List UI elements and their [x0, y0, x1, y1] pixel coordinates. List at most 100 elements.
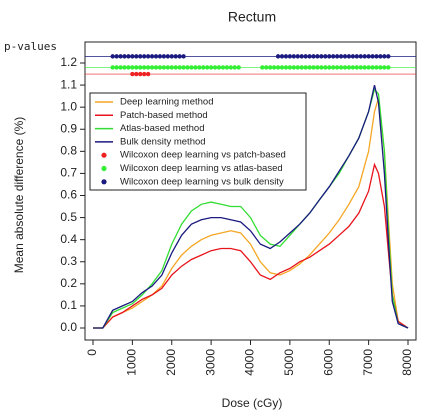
p-value-point [110, 54, 115, 59]
p-value-point [181, 54, 186, 59]
p-value-point [346, 54, 352, 59]
legend-marker [101, 179, 107, 185]
legend-label: Wilcoxon deep learning vs bulk density [120, 176, 284, 187]
p-value-point [346, 65, 352, 70]
p-value-point [311, 65, 316, 70]
p-value-point [327, 65, 332, 70]
legend-marker [101, 152, 107, 158]
p-value-point [145, 54, 151, 59]
p-value-point [362, 54, 367, 59]
p-value-point [141, 54, 147, 59]
p-value-point [295, 54, 300, 59]
y-tick-label: 0.8 [60, 144, 77, 158]
legend-box [89, 92, 307, 191]
p-value-point [338, 65, 344, 70]
y-tick-label: 1.1 [60, 77, 77, 91]
p-value-point [330, 65, 336, 70]
p-value-point [130, 54, 135, 59]
p-value-point [330, 54, 336, 59]
p-value-point [303, 65, 308, 70]
p-value-point [236, 65, 241, 70]
p-value-point [149, 65, 155, 70]
p-value-point [307, 65, 312, 70]
plot-frame [84, 41, 417, 341]
p-value-point [181, 65, 186, 70]
p-value-point [177, 65, 182, 70]
y-tick-label: 0.6 [60, 188, 77, 202]
p-value-point [118, 54, 123, 59]
p-value-point [122, 54, 127, 59]
p-value-point [323, 65, 328, 70]
p-value-point [224, 65, 230, 70]
p-value-point [114, 54, 119, 59]
p-value-point [232, 65, 237, 70]
p-value-point [279, 65, 285, 70]
p-value-point [334, 54, 340, 59]
p-value-point [311, 54, 316, 59]
p-value-point [126, 54, 131, 59]
p-value-point [126, 65, 131, 70]
p-value-point [122, 65, 127, 70]
p-value-point [283, 65, 289, 70]
p-value-point [370, 65, 375, 70]
p-value-point [157, 65, 163, 70]
p-value-point [130, 65, 135, 70]
x-tick-label: 1000 [125, 349, 139, 376]
p-value-point [374, 65, 379, 70]
p-value-point [378, 54, 383, 59]
p-value-point [161, 54, 167, 59]
p-value-point [291, 65, 297, 70]
p-value-point [287, 65, 293, 70]
x-tick-label: 6000 [321, 349, 335, 376]
p-value-point [204, 65, 210, 70]
p-value-point [319, 65, 324, 70]
p-value-point [149, 54, 155, 59]
x-tick-label: 7000 [361, 349, 375, 376]
p-value-point [130, 71, 135, 77]
p-value-point [334, 65, 340, 70]
chart-title: Rectum [228, 9, 276, 25]
p-value-point [275, 65, 281, 70]
y-tick-label: 0.3 [60, 254, 77, 268]
legend-label: Wilcoxon deep learning vs patch-based [120, 150, 286, 161]
p-value-point [386, 65, 391, 70]
p-value-point [153, 54, 159, 59]
data-line [93, 84, 409, 329]
p-value-point [169, 65, 174, 70]
p-value-point [378, 65, 383, 70]
p-value-point [366, 54, 371, 59]
y-tick-label: 0.4 [60, 232, 77, 246]
p-value-point [275, 54, 281, 59]
p-value-point [157, 54, 163, 59]
p-value-point [342, 65, 348, 70]
p-value-point [366, 65, 371, 70]
x-axis-label: Dose (cGy) [222, 396, 283, 410]
p-value-point [138, 65, 143, 70]
p-value-point [114, 65, 119, 70]
p-value-point [134, 54, 139, 59]
p-value-point [382, 54, 387, 59]
p-value-point [358, 65, 363, 70]
y-axis-label: Mean absolute difference (%) [12, 117, 26, 274]
p-value-point [338, 54, 344, 59]
p-value-point [228, 65, 234, 70]
p-value-point [354, 65, 360, 70]
x-tick-label: 4000 [243, 349, 257, 376]
y-tick-label: 0.0 [60, 320, 77, 334]
p-value-point [201, 65, 206, 70]
x-tick-label: 0 [85, 349, 99, 356]
p-value-point [271, 65, 277, 70]
p-value-point [362, 65, 367, 70]
legend-label: Atlas-based method [120, 123, 205, 134]
p-value-point [216, 65, 222, 70]
p-value-point [220, 65, 226, 70]
p-value-point [212, 65, 218, 70]
p-value-point [145, 71, 151, 77]
y-tick-label: 0.5 [60, 210, 77, 224]
y-tick-label: 1.0 [60, 99, 77, 113]
p-value-point [134, 71, 139, 77]
p-value-point [350, 54, 356, 59]
p-value-point [138, 54, 143, 59]
x-tick-label: 2000 [164, 349, 178, 376]
p-value-point [110, 65, 115, 70]
